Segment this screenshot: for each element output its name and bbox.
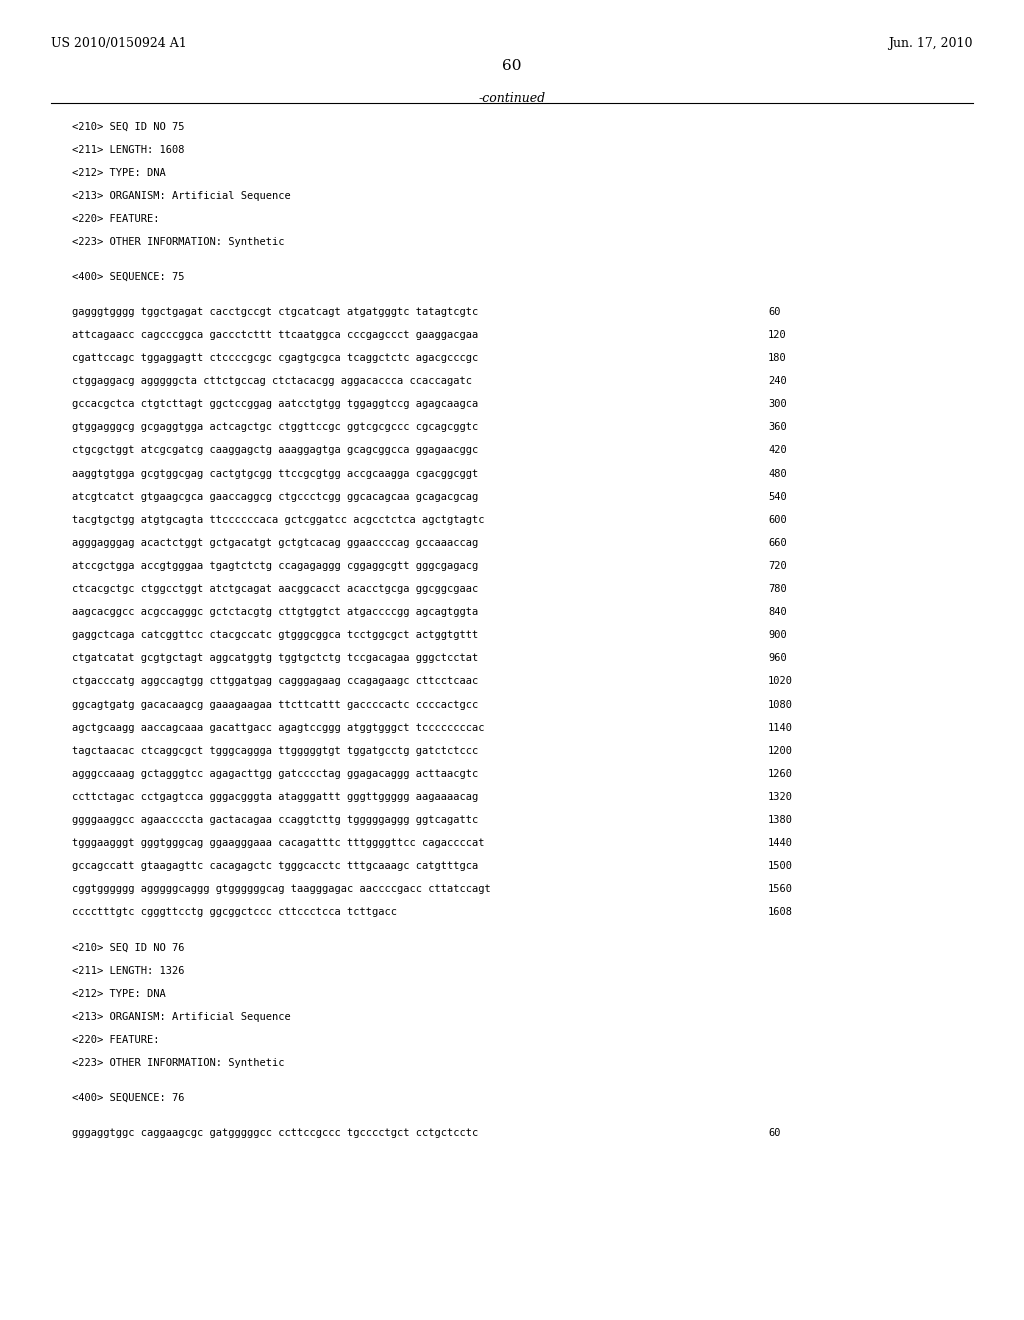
Text: ctcacgctgc ctggcctggt atctgcagat aacggcacct acacctgcga ggcggcgaac: ctcacgctgc ctggcctggt atctgcagat aacggca… (72, 583, 478, 594)
Text: aaggtgtgga gcgtggcgag cactgtgcgg ttccgcgtgg accgcaagga cgacggcggt: aaggtgtgga gcgtggcgag cactgtgcgg ttccgcg… (72, 469, 478, 479)
Text: aagcacggcc acgccagggc gctctacgtg cttgtggtct atgaccccgg agcagtggta: aagcacggcc acgccagggc gctctacgtg cttgtgg… (72, 607, 478, 618)
Text: <210> SEQ ID NO 76: <210> SEQ ID NO 76 (72, 942, 184, 953)
Text: 180: 180 (768, 352, 786, 363)
Text: 1380: 1380 (768, 814, 793, 825)
Text: Jun. 17, 2010: Jun. 17, 2010 (888, 37, 973, 50)
Text: <223> OTHER INFORMATION: Synthetic: <223> OTHER INFORMATION: Synthetic (72, 236, 285, 247)
Text: ctgcgctggt atcgcgatcg caaggagctg aaaggagtga gcagcggcca ggagaacggc: ctgcgctggt atcgcgatcg caaggagctg aaaggag… (72, 445, 478, 455)
Text: agggagggag acactctggt gctgacatgt gctgtcacag ggaaccccag gccaaaccag: agggagggag acactctggt gctgacatgt gctgtca… (72, 537, 478, 548)
Text: 480: 480 (768, 469, 786, 479)
Text: ctggaggacg agggggcta cttctgccag ctctacacgg aggacaccca ccaccagatc: ctggaggacg agggggcta cttctgccag ctctacac… (72, 376, 472, 387)
Text: attcagaacc cagcccggca gaccctcttt ttcaatggca cccgagccct gaaggacgaa: attcagaacc cagcccggca gaccctcttt ttcaatg… (72, 330, 478, 341)
Text: <212> TYPE: DNA: <212> TYPE: DNA (72, 989, 166, 999)
Text: tgggaagggt gggtgggcag ggaagggaaa cacagatttc tttggggttcc cagaccccat: tgggaagggt gggtgggcag ggaagggaaa cacagat… (72, 838, 484, 849)
Text: <210> SEQ ID NO 75: <210> SEQ ID NO 75 (72, 121, 184, 132)
Text: atcgtcatct gtgaagcgca gaaccaggcg ctgccctcgg ggcacagcaa gcagacgcag: atcgtcatct gtgaagcgca gaaccaggcg ctgccct… (72, 491, 478, 502)
Text: cccctttgtc cgggttcctg ggcggctccc cttccctcca tcttgacc: cccctttgtc cgggttcctg ggcggctccc cttccct… (72, 907, 396, 917)
Text: gccacgctca ctgtcttagt ggctccggag aatcctgtgg tggaggtccg agagcaagca: gccacgctca ctgtcttagt ggctccggag aatcctg… (72, 399, 478, 409)
Text: 960: 960 (768, 653, 786, 664)
Text: gaggctcaga catcggttcc ctacgccatc gtgggcggca tcctggcgct actggtgttt: gaggctcaga catcggttcc ctacgccatc gtgggcg… (72, 630, 478, 640)
Text: ctgacccatg aggccagtgg cttggatgag cagggagaag ccagagaagc cttcctcaac: ctgacccatg aggccagtgg cttggatgag cagggag… (72, 676, 478, 686)
Text: cgattccagc tggaggagtt ctccccgcgc cgagtgcgca tcaggctctc agacgcccgc: cgattccagc tggaggagtt ctccccgcgc cgagtgc… (72, 352, 478, 363)
Text: 540: 540 (768, 491, 786, 502)
Text: gagggtgggg tggctgagat cacctgccgt ctgcatcagt atgatgggtc tatagtcgtc: gagggtgggg tggctgagat cacctgccgt ctgcatc… (72, 306, 478, 317)
Text: 420: 420 (768, 445, 786, 455)
Text: 60: 60 (768, 306, 780, 317)
Text: 1200: 1200 (768, 746, 793, 756)
Text: 900: 900 (768, 630, 786, 640)
Text: <213> ORGANISM: Artificial Sequence: <213> ORGANISM: Artificial Sequence (72, 1011, 291, 1022)
Text: 1440: 1440 (768, 838, 793, 849)
Text: tagctaacac ctcaggcgct tgggcaggga ttgggggtgt tggatgcctg gatctctccc: tagctaacac ctcaggcgct tgggcaggga ttggggg… (72, 746, 478, 756)
Text: <213> ORGANISM: Artificial Sequence: <213> ORGANISM: Artificial Sequence (72, 190, 291, 201)
Text: <211> LENGTH: 1608: <211> LENGTH: 1608 (72, 144, 184, 154)
Text: ccttctagac cctgagtcca gggacgggta atagggattt gggttggggg aagaaaacag: ccttctagac cctgagtcca gggacgggta ataggga… (72, 792, 478, 803)
Text: US 2010/0150924 A1: US 2010/0150924 A1 (51, 37, 187, 50)
Text: 1080: 1080 (768, 700, 793, 710)
Text: agggccaaag gctagggtcc agagacttgg gatcccctag ggagacaggg acttaacgtc: agggccaaag gctagggtcc agagacttgg gatcccc… (72, 768, 478, 779)
Text: <211> LENGTH: 1326: <211> LENGTH: 1326 (72, 965, 184, 975)
Text: 1020: 1020 (768, 676, 793, 686)
Text: 1500: 1500 (768, 861, 793, 871)
Text: -continued: -continued (478, 92, 546, 106)
Text: gtggagggcg gcgaggtgga actcagctgc ctggttccgc ggtcgcgccc cgcagcggtc: gtggagggcg gcgaggtgga actcagctgc ctggttc… (72, 422, 478, 433)
Text: cggtgggggg agggggcaggg gtggggggcag taagggagac aaccccgacc cttatccagt: cggtgggggg agggggcaggg gtggggggcag taagg… (72, 884, 490, 895)
Text: agctgcaagg aaccagcaaa gacattgacc agagtccggg atggtgggct tccccccccac: agctgcaagg aaccagcaaa gacattgacc agagtcc… (72, 722, 484, 733)
Text: <220> FEATURE:: <220> FEATURE: (72, 1035, 159, 1045)
Text: 60: 60 (502, 59, 522, 74)
Text: 1320: 1320 (768, 792, 793, 803)
Text: tacgtgctgg atgtgcagta ttccccccaca gctcggatcc acgcctctca agctgtagtc: tacgtgctgg atgtgcagta ttccccccaca gctcgg… (72, 515, 484, 525)
Text: atccgctgga accgtgggaa tgagtctctg ccagagaggg cggaggcgtt gggcgagacg: atccgctgga accgtgggaa tgagtctctg ccagaga… (72, 561, 478, 572)
Text: ctgatcatat gcgtgctagt aggcatggtg tggtgctctg tccgacagaa gggctcctat: ctgatcatat gcgtgctagt aggcatggtg tggtgct… (72, 653, 478, 664)
Text: 1560: 1560 (768, 884, 793, 895)
Text: gggaggtggc caggaagcgc gatgggggcc ccttccgccc tgcccctgct cctgctcctc: gggaggtggc caggaagcgc gatgggggcc ccttccg… (72, 1127, 478, 1138)
Text: ggcagtgatg gacacaagcg gaaagaagaa ttcttcattt gaccccactc ccccactgcc: ggcagtgatg gacacaagcg gaaagaagaa ttcttca… (72, 700, 478, 710)
Text: 600: 600 (768, 515, 786, 525)
Text: 300: 300 (768, 399, 786, 409)
Text: 840: 840 (768, 607, 786, 618)
Text: ggggaaggcc agaaccccta gactacagaa ccaggtcttg tgggggaggg ggtcagattc: ggggaaggcc agaaccccta gactacagaa ccaggtc… (72, 814, 478, 825)
Text: 120: 120 (768, 330, 786, 341)
Text: gccagccatt gtaagagttc cacagagctc tgggcacctc tttgcaaagc catgtttgca: gccagccatt gtaagagttc cacagagctc tgggcac… (72, 861, 478, 871)
Text: <212> TYPE: DNA: <212> TYPE: DNA (72, 168, 166, 178)
Text: 240: 240 (768, 376, 786, 387)
Text: 1140: 1140 (768, 722, 793, 733)
Text: 1608: 1608 (768, 907, 793, 917)
Text: <223> OTHER INFORMATION: Synthetic: <223> OTHER INFORMATION: Synthetic (72, 1057, 285, 1068)
Text: 720: 720 (768, 561, 786, 572)
Text: 60: 60 (768, 1127, 780, 1138)
Text: 660: 660 (768, 537, 786, 548)
Text: 780: 780 (768, 583, 786, 594)
Text: 360: 360 (768, 422, 786, 433)
Text: <400> SEQUENCE: 75: <400> SEQUENCE: 75 (72, 272, 184, 282)
Text: 1260: 1260 (768, 768, 793, 779)
Text: <220> FEATURE:: <220> FEATURE: (72, 214, 159, 224)
Text: <400> SEQUENCE: 76: <400> SEQUENCE: 76 (72, 1093, 184, 1104)
